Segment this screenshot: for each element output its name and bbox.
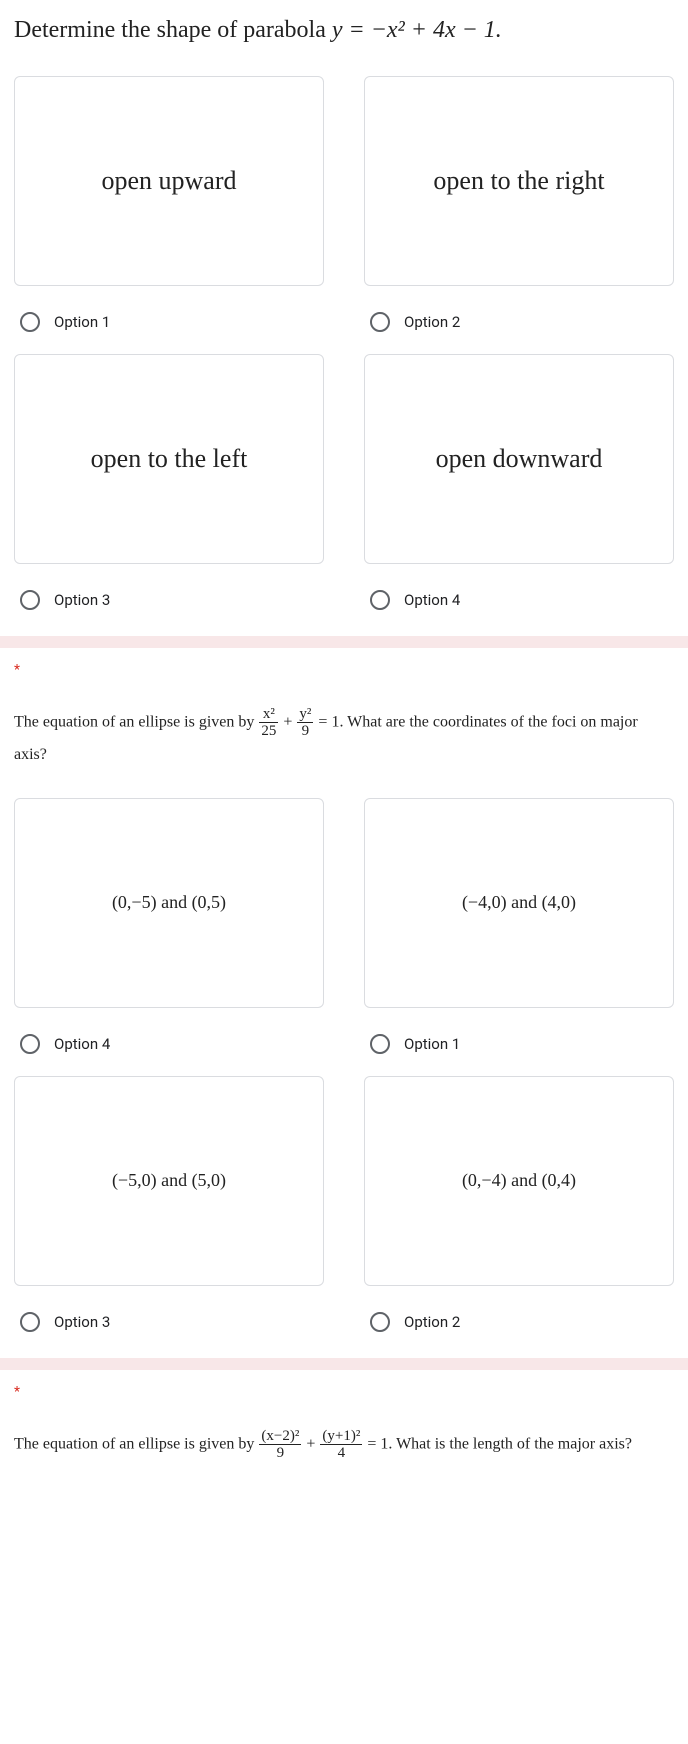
option-label: Option 3 [54,1313,110,1331]
required-indicator: * [14,662,674,678]
radio-icon[interactable] [20,590,40,610]
section-divider [0,1358,688,1370]
plus-sign: + [279,713,296,730]
q1-option-2[interactable]: Option 2 [364,306,674,334]
option-label: Option 4 [54,1035,110,1053]
radio-icon[interactable] [20,312,40,332]
q2-card-4[interactable]: (0,−4) and (0,4) [364,1076,674,1286]
option-label: Option 2 [404,1313,460,1331]
option-label: Option 4 [404,591,460,609]
q1-option-4[interactable]: Option 4 [364,584,674,612]
q3-text-pre: The equation of an ellipse is given by [14,1436,258,1453]
q2-option-1[interactable]: Option 4 [14,1028,324,1056]
question-3: * The equation of an ellipse is given by… [0,1370,688,1486]
q2-option-2[interactable]: Option 1 [364,1028,674,1056]
radio-icon[interactable] [370,1312,390,1332]
frac-num: (y+1)² [320,1428,362,1446]
question-1: Determine the shape of parabola y = −x² … [0,0,688,636]
fraction-1: x²25 [259,706,278,740]
radio-icon[interactable] [370,590,390,610]
fraction-2: (y+1)²4 [320,1428,362,1462]
frac-den: 4 [320,1445,362,1462]
q2-options-grid: (0,−5) and (0,5) (−4,0) and (4,0) Option… [14,798,674,1334]
question-2-prompt: The equation of an ellipse is given by x… [14,706,674,770]
radio-icon[interactable] [370,312,390,332]
option-label: Option 1 [54,313,110,331]
q3-text-post: = 1. What is the length of the major axi… [363,1436,632,1453]
option-label: Option 2 [404,313,460,331]
q1-card-3[interactable]: open to the left [14,354,324,564]
q1-card-2[interactable]: open to the right [364,76,674,286]
q1-option-3[interactable]: Option 3 [14,584,324,612]
q2-text-pre: The equation of an ellipse is given by [14,713,258,730]
q2-option-4[interactable]: Option 2 [364,1306,674,1334]
required-indicator: * [14,1384,674,1400]
option-label: Option 1 [404,1035,460,1053]
frac-den: 9 [259,1445,301,1462]
frac-den: 9 [297,723,313,740]
frac-num: x² [259,706,278,724]
q2-card-1[interactable]: (0,−5) and (0,5) [14,798,324,1008]
radio-icon[interactable] [370,1034,390,1054]
plus-sign: + [302,1436,319,1453]
question-2: * The equation of an ellipse is given by… [0,648,688,1358]
question-1-prompt: Determine the shape of parabola y = −x² … [14,14,674,48]
radio-icon[interactable] [20,1312,40,1332]
section-divider [0,636,688,648]
fraction-2: y²9 [297,706,313,740]
q1-card-4[interactable]: open downward [364,354,674,564]
q2-option-3[interactable]: Option 3 [14,1306,324,1334]
q2-card-3[interactable]: (−5,0) and (5,0) [14,1076,324,1286]
q2-card-2[interactable]: (−4,0) and (4,0) [364,798,674,1008]
option-label: Option 3 [54,591,110,609]
q1-card-1[interactable]: open upward [14,76,324,286]
fraction-1: (x−2)²9 [259,1428,301,1462]
q1-text-pre: Determine the shape of parabola [14,17,332,43]
q1-option-1[interactable]: Option 1 [14,306,324,334]
q1-options-grid: open upward open to the right Option 1 O… [14,76,674,612]
question-3-prompt: The equation of an ellipse is given by (… [14,1428,674,1462]
frac-num: y² [297,706,313,724]
frac-num: (x−2)² [259,1428,301,1446]
frac-den: 25 [259,723,278,740]
q1-equation: y = −x² + 4x − 1. [332,17,502,43]
radio-icon[interactable] [20,1034,40,1054]
